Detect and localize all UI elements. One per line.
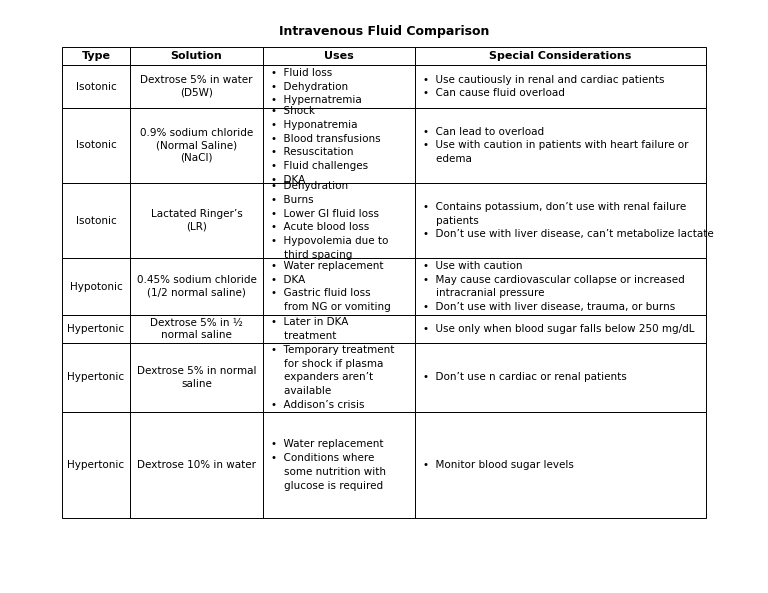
Text: •  Hyponatremia: • Hyponatremia — [271, 120, 357, 130]
Text: Hypertonic: Hypertonic — [68, 324, 124, 334]
Text: •  Don’t use with liver disease, can’t metabolize lactate: • Don’t use with liver disease, can’t me… — [423, 229, 713, 239]
Bar — [62, 412, 130, 518]
Text: Dextrose 5% in normal
saline: Dextrose 5% in normal saline — [137, 366, 257, 388]
Bar — [263, 183, 415, 258]
Bar — [62, 343, 130, 412]
Bar — [263, 343, 415, 412]
Text: from NG or vomiting: from NG or vomiting — [271, 302, 391, 312]
Text: •  Don’t use with liver disease, trauma, or burns: • Don’t use with liver disease, trauma, … — [423, 302, 675, 312]
Text: •  Resuscitation: • Resuscitation — [271, 148, 353, 157]
Text: •  Blood transfusions: • Blood transfusions — [271, 133, 381, 144]
Text: Hypertonic: Hypertonic — [68, 372, 124, 382]
Bar — [415, 258, 706, 315]
Text: •  Hypernatremia: • Hypernatremia — [271, 95, 362, 105]
Bar — [130, 47, 263, 65]
Text: •  May cause cardiovascular collapse or increased: • May cause cardiovascular collapse or i… — [423, 275, 685, 285]
Bar — [62, 183, 130, 258]
Bar — [62, 65, 130, 108]
Text: •  Can lead to overload: • Can lead to overload — [423, 127, 544, 137]
Text: •  Temporary treatment: • Temporary treatment — [271, 345, 395, 355]
Text: glucose is required: glucose is required — [271, 480, 383, 490]
Text: treatment: treatment — [271, 331, 336, 341]
Text: •  Fluid challenges: • Fluid challenges — [271, 161, 368, 171]
Bar — [62, 108, 130, 183]
Bar — [263, 258, 415, 315]
Text: expanders aren’t: expanders aren’t — [271, 372, 373, 382]
Bar — [415, 47, 706, 65]
Text: Isotonic: Isotonic — [75, 141, 117, 151]
Bar — [130, 315, 263, 343]
Text: •  Can cause fluid overload: • Can cause fluid overload — [423, 88, 565, 98]
Text: •  Burns: • Burns — [271, 195, 313, 205]
Bar — [130, 343, 263, 412]
Text: •  Water replacement: • Water replacement — [271, 439, 383, 449]
Text: •  Shock: • Shock — [271, 106, 315, 116]
Text: Type: Type — [81, 51, 111, 61]
Bar — [415, 315, 706, 343]
Text: some nutrition with: some nutrition with — [271, 467, 386, 477]
Text: •  Conditions where: • Conditions where — [271, 453, 374, 463]
Text: Solution: Solution — [170, 51, 223, 61]
Text: •  Use only when blood sugar falls below 250 mg/dL: • Use only when blood sugar falls below … — [423, 324, 694, 334]
Bar — [263, 412, 415, 518]
Bar — [130, 183, 263, 258]
Text: patients: patients — [423, 215, 478, 225]
Text: Uses: Uses — [324, 51, 354, 61]
Bar — [62, 47, 130, 65]
Text: •  Contains potassium, don’t use with renal failure: • Contains potassium, don’t use with ren… — [423, 202, 687, 212]
Bar — [263, 315, 415, 343]
Text: •  Gastric fluid loss: • Gastric fluid loss — [271, 288, 371, 298]
Bar — [130, 412, 263, 518]
Text: •  Use with caution in patients with heart failure or: • Use with caution in patients with hear… — [423, 141, 688, 151]
Text: Lactated Ringer’s
(LR): Lactated Ringer’s (LR) — [151, 209, 243, 232]
Text: •  DKA: • DKA — [271, 275, 305, 285]
Text: 0.9% sodium chloride
(Normal Saline)
(NaCl): 0.9% sodium chloride (Normal Saline) (Na… — [140, 128, 253, 163]
Bar — [415, 183, 706, 258]
Bar — [263, 65, 415, 108]
Text: •  DKA: • DKA — [271, 175, 305, 185]
Bar — [415, 65, 706, 108]
Text: Isotonic: Isotonic — [75, 81, 117, 91]
Text: Dextrose 10% in water: Dextrose 10% in water — [137, 460, 256, 470]
Bar — [263, 47, 415, 65]
Bar — [130, 108, 263, 183]
Text: for shock if plasma: for shock if plasma — [271, 359, 383, 369]
Text: •  Water replacement: • Water replacement — [271, 261, 383, 271]
Bar — [415, 108, 706, 183]
Text: •  Use with caution: • Use with caution — [423, 261, 522, 271]
Bar — [263, 108, 415, 183]
Text: •  Dehydration: • Dehydration — [271, 181, 348, 191]
Text: available: available — [271, 386, 331, 396]
Text: 0.45% sodium chloride
(1/2 normal saline): 0.45% sodium chloride (1/2 normal saline… — [137, 275, 257, 298]
Text: intracranial pressure: intracranial pressure — [423, 288, 545, 298]
Text: Isotonic: Isotonic — [75, 215, 117, 225]
Text: •  Monitor blood sugar levels: • Monitor blood sugar levels — [423, 460, 574, 470]
Text: •  Dehydration: • Dehydration — [271, 81, 348, 91]
Text: •  Later in DKA: • Later in DKA — [271, 317, 349, 327]
Text: •  Lower GI fluid loss: • Lower GI fluid loss — [271, 209, 379, 219]
Text: third spacing: third spacing — [271, 250, 353, 260]
Text: Dextrose 5% in water
(D5W): Dextrose 5% in water (D5W) — [141, 75, 253, 98]
Text: Dextrose 5% in ½
normal saline: Dextrose 5% in ½ normal saline — [150, 318, 243, 340]
Text: •  Don’t use n cardiac or renal patients: • Don’t use n cardiac or renal patients — [423, 372, 627, 382]
Text: edema: edema — [423, 154, 472, 164]
Text: •  Use cautiously in renal and cardiac patients: • Use cautiously in renal and cardiac pa… — [423, 75, 664, 85]
Text: Special Considerations: Special Considerations — [489, 51, 632, 61]
Bar — [415, 343, 706, 412]
Bar — [130, 65, 263, 108]
Bar — [415, 412, 706, 518]
Text: Hypertonic: Hypertonic — [68, 460, 124, 470]
Text: •  Addison’s crisis: • Addison’s crisis — [271, 400, 365, 410]
Bar — [62, 258, 130, 315]
Text: •  Fluid loss: • Fluid loss — [271, 68, 333, 78]
Bar — [62, 315, 130, 343]
Text: Intravenous Fluid Comparison: Intravenous Fluid Comparison — [279, 25, 489, 39]
Text: •  Hypovolemia due to: • Hypovolemia due to — [271, 236, 389, 246]
Text: Hypotonic: Hypotonic — [70, 282, 122, 292]
Bar — [130, 258, 263, 315]
Text: •  Acute blood loss: • Acute blood loss — [271, 222, 369, 232]
